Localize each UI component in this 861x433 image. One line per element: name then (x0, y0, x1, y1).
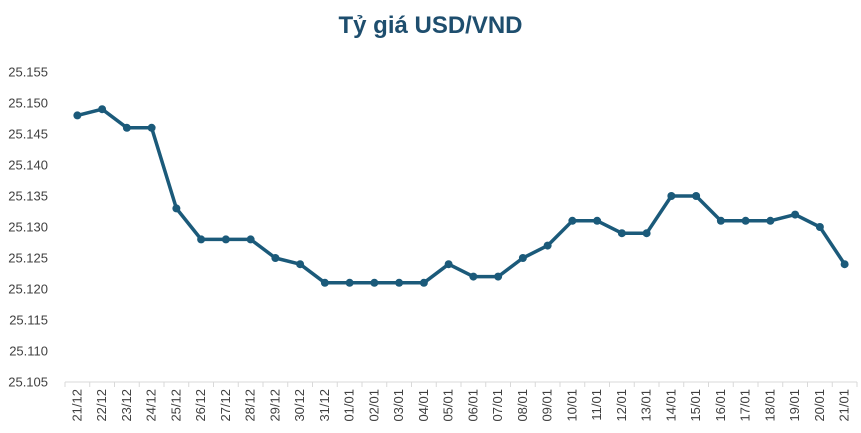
data-point (642, 229, 651, 238)
x-tick-label: 12/01 (614, 389, 629, 422)
data-point (444, 260, 453, 269)
data-point (593, 216, 602, 225)
x-tick-label: 26/12 (193, 389, 208, 422)
data-point (741, 216, 750, 225)
x-tick-label: 14/01 (663, 389, 678, 422)
x-tick-label: 04/01 (416, 389, 431, 422)
y-tick-label: 25.150 (8, 96, 48, 111)
data-point (98, 105, 107, 114)
data-point (692, 192, 701, 200)
data-point (147, 123, 156, 132)
y-tick-label: 25.135 (8, 189, 48, 204)
chart-title: Tỷ giá USD/VND (338, 12, 523, 39)
x-tick-label: 17/01 (738, 389, 753, 422)
y-tick-label: 25.120 (8, 282, 48, 297)
data-point (617, 229, 626, 238)
data-point (568, 216, 577, 225)
x-tick-label: 28/12 (243, 389, 258, 422)
x-tick-label: 10/01 (564, 389, 579, 422)
data-point (370, 278, 379, 287)
x-tick-label: 02/01 (366, 389, 381, 422)
x-tick-label: 20/01 (812, 389, 827, 422)
data-point (419, 278, 428, 287)
data-point (320, 278, 329, 287)
x-tick-label: 23/12 (119, 389, 134, 422)
x-tick-label: 13/01 (639, 389, 654, 422)
x-tick-label: 06/01 (465, 389, 480, 422)
x-tick-label: 22/12 (94, 389, 109, 422)
x-tick-label: 30/12 (292, 389, 307, 422)
data-point (73, 111, 82, 120)
x-tick-label: 21/12 (69, 389, 84, 422)
data-point (395, 278, 404, 287)
data-point (345, 278, 354, 287)
y-tick-label: 25.125 (8, 251, 48, 266)
y-tick-label: 25.155 (8, 65, 48, 80)
x-tick-label: 11/01 (589, 389, 604, 421)
data-point (815, 223, 824, 231)
y-tick-label: 25.105 (8, 375, 48, 390)
x-tick-label: 08/01 (515, 389, 530, 422)
data-point (246, 235, 255, 244)
x-tick-label: 03/01 (391, 389, 406, 422)
data-point (518, 254, 527, 262)
data-point (766, 216, 775, 225)
x-tick-label: 25/12 (168, 389, 183, 422)
x-tick-label: 29/12 (267, 389, 282, 422)
data-point (543, 241, 552, 250)
series-line (75, 107, 847, 285)
x-tick-label: 19/01 (787, 389, 802, 422)
x-tick-label: 05/01 (441, 389, 456, 422)
data-point (840, 260, 849, 269)
x-tick-label: 21/01 (837, 389, 852, 422)
y-tick-label: 25.110 (9, 344, 48, 359)
y-tick-label: 25.115 (9, 313, 48, 328)
series-layer (73, 105, 849, 287)
x-tick-label: 18/01 (762, 389, 777, 422)
y-tick-label: 25.145 (8, 127, 48, 142)
data-point (197, 235, 206, 244)
data-point (494, 272, 503, 281)
data-point (791, 210, 800, 219)
data-point (469, 272, 478, 281)
data-point (296, 260, 305, 269)
x-tick-label: 07/01 (490, 389, 505, 422)
data-point (172, 204, 181, 213)
x-tick-label: 24/12 (144, 389, 159, 422)
x-tick-label: 16/01 (713, 389, 728, 422)
data-point (667, 192, 676, 200)
x-tick-label: 27/12 (218, 389, 233, 422)
y-tick-label: 25.130 (8, 220, 48, 235)
x-tick-label: 31/12 (317, 389, 332, 422)
y-tick-label: 25.140 (8, 158, 48, 173)
y-axis: 25.105 25.110 25.115 25.120 25.125 25.130 25.1… (8, 65, 48, 390)
x-tick-label: 15/01 (688, 389, 703, 422)
x-axis: 21/12 22/12 23/12 24/12 25/12 26/12 27/12 28/12… (64, 381, 858, 422)
data-point (716, 216, 725, 225)
x-tick-label: 01/01 (342, 389, 357, 422)
data-point (221, 235, 230, 244)
data-point (122, 123, 131, 132)
x-tick-label: 09/01 (540, 389, 555, 422)
data-point (271, 254, 280, 262)
